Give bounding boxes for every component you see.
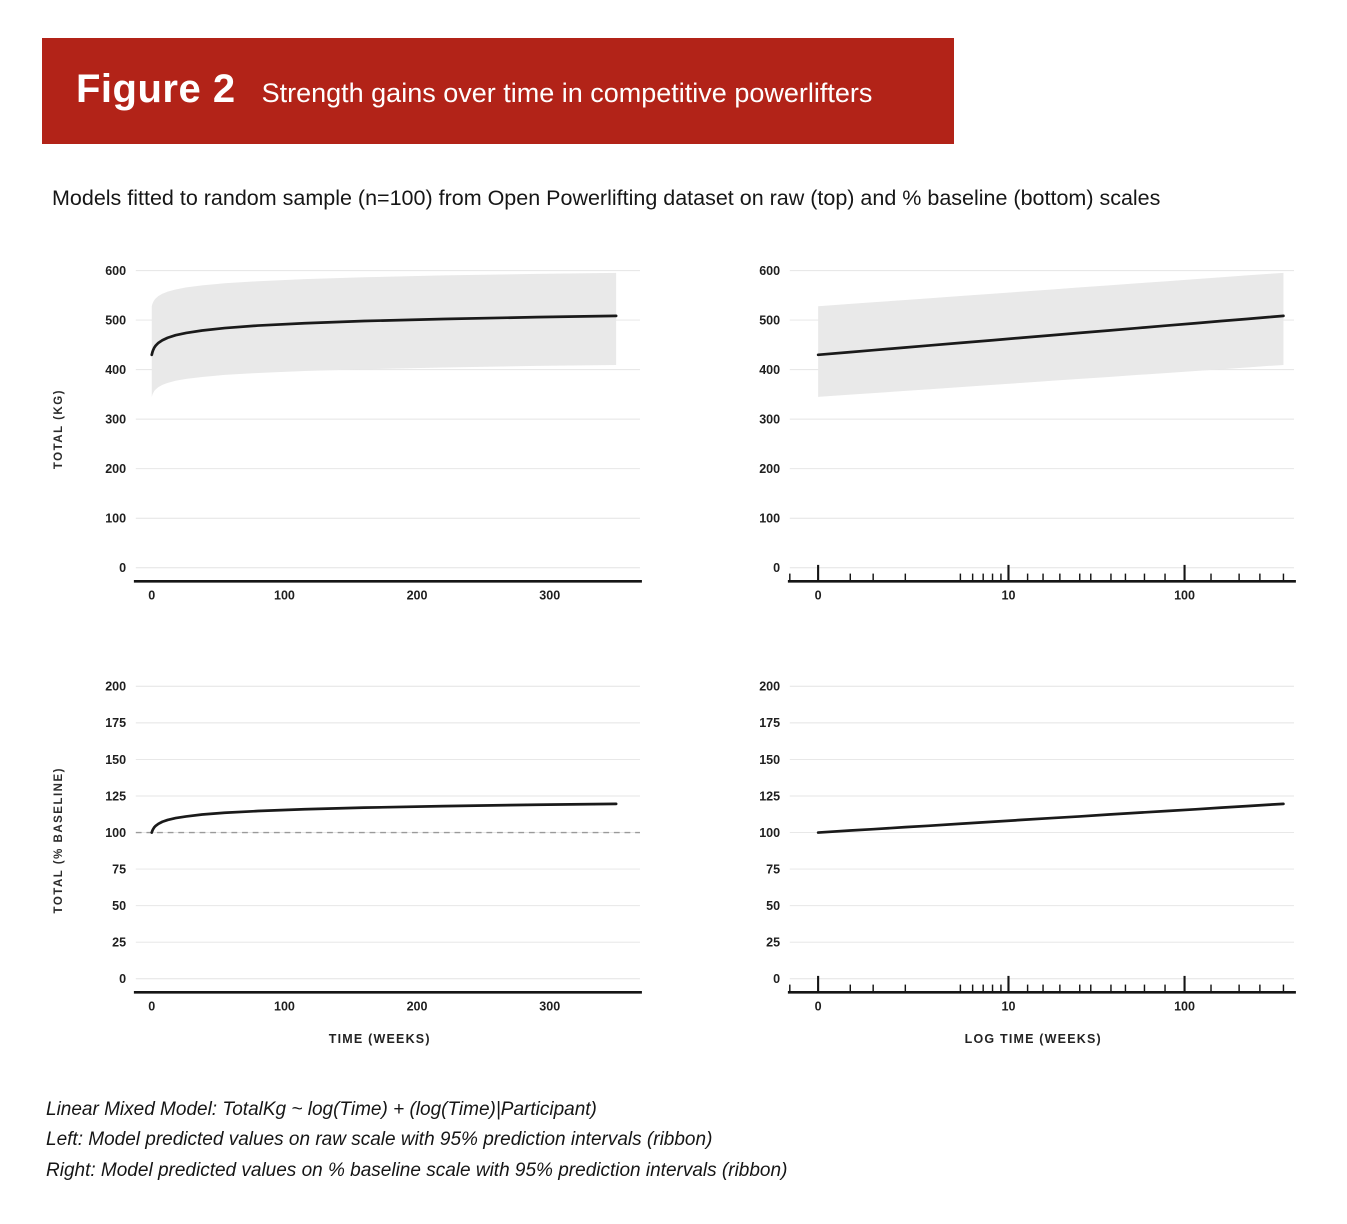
y-axis-title-total-pct-baseline: TOTAL (% BASELINE) <box>44 662 74 1017</box>
y-axis-title-total-kg: TOTAL (KG) <box>44 251 74 606</box>
svg-text:25: 25 <box>112 936 126 950</box>
svg-text:50: 50 <box>112 899 126 913</box>
figure-number: Figure 2 <box>76 67 236 111</box>
svg-text:300: 300 <box>759 412 780 426</box>
svg-text:600: 600 <box>105 264 126 278</box>
svg-text:200: 200 <box>407 1000 428 1014</box>
svg-text:10: 10 <box>1001 589 1015 603</box>
y-axis-title-text: TOTAL (% BASELINE) <box>53 766 65 914</box>
x-axis-title-time-weeks: TIME (WEEKS) <box>328 1031 431 1046</box>
svg-text:500: 500 <box>759 313 780 327</box>
figure-subtitle: Models fitted to random sample (n=100) f… <box>52 186 1161 210</box>
svg-text:0: 0 <box>773 561 780 575</box>
svg-text:0: 0 <box>773 973 780 987</box>
y-axis-title-empty <box>698 662 728 1017</box>
svg-text:100: 100 <box>759 826 780 840</box>
svg-text:0: 0 <box>119 561 126 575</box>
svg-text:300: 300 <box>105 412 126 426</box>
svg-text:0: 0 <box>119 973 126 987</box>
figure-title: Strength gains over time in competitive … <box>261 78 873 108</box>
svg-text:400: 400 <box>105 363 126 377</box>
svg-text:150: 150 <box>105 753 126 767</box>
figure-banner: Figure 2 Strength gains over time in comp… <box>42 38 954 144</box>
svg-text:150: 150 <box>759 753 780 767</box>
chart-panel-raw-linear: TOTAL (KG) 0 100 200 300 400 500 600 0 100 200 300 <box>44 251 654 636</box>
x-axis-title-log-time-weeks: LOG TIME (WEEKS) <box>964 1031 1102 1046</box>
svg-text:300: 300 <box>539 1000 560 1014</box>
svg-text:125: 125 <box>105 790 126 804</box>
y-axis-title-text: TOTAL (KG) <box>53 388 65 469</box>
svg-text:0: 0 <box>148 589 155 603</box>
svg-text:10: 10 <box>1001 1000 1015 1014</box>
x-axis-title <box>698 620 1308 636</box>
svg-text:200: 200 <box>759 680 780 694</box>
svg-text:75: 75 <box>766 863 780 877</box>
svg-text:100: 100 <box>759 512 780 526</box>
chart-pct-baseline-log: 0 25 50 75 100 125 150 175 200 0 10 100 <box>759 680 1296 1014</box>
chart-area: TOTAL (KG) 0 100 200 300 400 500 600 0 100 200 300 <box>44 251 654 606</box>
y-axis-title-empty <box>698 251 728 606</box>
svg-text:100: 100 <box>1174 589 1195 603</box>
svg-text:0: 0 <box>148 1000 155 1014</box>
svg-text:175: 175 <box>759 717 780 731</box>
svg-text:200: 200 <box>407 589 428 603</box>
footnote-right: Right: Model predicted values on % basel… <box>46 1159 788 1181</box>
chart-pct-baseline-linear: 0 25 50 75 100 125 150 175 200 0 100 200 300 <box>105 680 642 1014</box>
svg-text:25: 25 <box>766 936 780 950</box>
svg-text:600: 600 <box>759 264 780 278</box>
chart-panel-raw-log: 0 100 200 300 400 500 600 0 10 100 <box>698 251 1308 636</box>
figure-footnotes: Linear Mixed Model: TotalKg ~ log(Time) … <box>46 1096 1347 1185</box>
svg-text:50: 50 <box>766 899 780 913</box>
svg-text:200: 200 <box>105 462 126 476</box>
chart-raw-time-linear: 0 100 200 300 400 500 600 0 100 200 300 <box>105 264 642 603</box>
svg-text:100: 100 <box>1174 1000 1195 1014</box>
chart-area: 0 100 200 300 400 500 600 0 10 100 <box>698 251 1308 606</box>
svg-text:75: 75 <box>112 863 126 877</box>
chart-area: 0 25 50 75 100 125 150 175 200 0 10 100 <box>698 662 1308 1017</box>
svg-text:400: 400 <box>759 363 780 377</box>
svg-text:175: 175 <box>105 717 126 731</box>
svg-text:100: 100 <box>105 826 126 840</box>
svg-text:200: 200 <box>105 680 126 694</box>
svg-text:0: 0 <box>814 589 821 603</box>
svg-text:100: 100 <box>274 1000 295 1014</box>
chart-panel-pct-log: 0 25 50 75 100 125 150 175 200 0 10 100 LOG TIME (W… <box>698 662 1308 1047</box>
svg-text:200: 200 <box>759 462 780 476</box>
svg-text:300: 300 <box>539 589 560 603</box>
svg-text:0: 0 <box>814 1000 821 1014</box>
footnote-model: Linear Mixed Model: TotalKg ~ log(Time) … <box>46 1098 597 1120</box>
svg-text:100: 100 <box>274 589 295 603</box>
charts-grid: TOTAL (KG) 0 100 200 300 400 500 600 0 100 200 300… <box>44 251 1307 1048</box>
footnote-left: Left: Model predicted values on raw scal… <box>46 1129 713 1151</box>
svg-text:100: 100 <box>105 512 126 526</box>
chart-panel-pct-linear: TOTAL (% BASELINE) 0 25 50 75 100 125 150 175 20… <box>44 662 654 1047</box>
chart-raw-time-log: 0 100 200 300 400 500 600 0 10 100 <box>759 264 1296 603</box>
svg-text:500: 500 <box>105 313 126 327</box>
chart-area: TOTAL (% BASELINE) 0 25 50 75 100 125 150 175 20… <box>44 662 654 1017</box>
svg-text:125: 125 <box>759 790 780 804</box>
x-axis-title <box>44 620 654 636</box>
